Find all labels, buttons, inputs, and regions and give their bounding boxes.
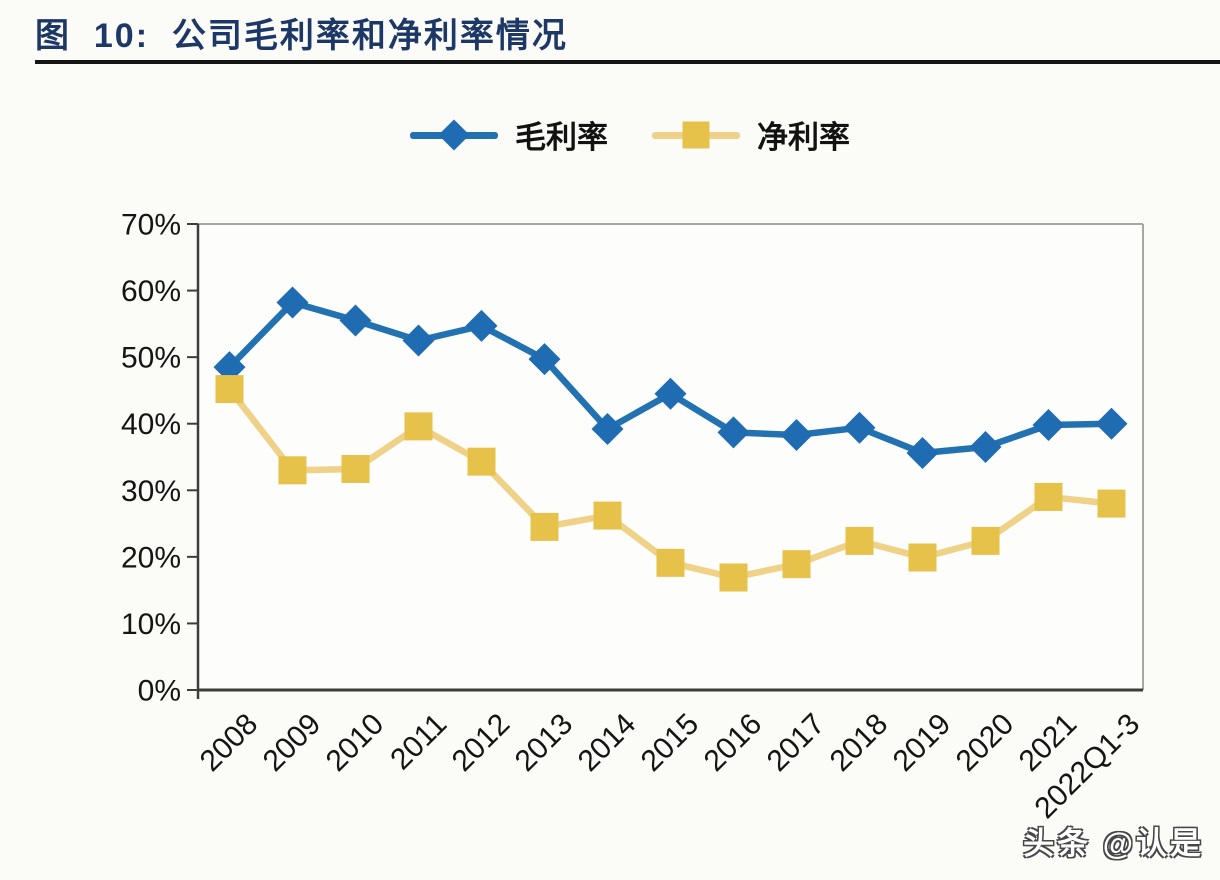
svg-text:2013: 2013 — [509, 707, 580, 778]
svg-text:0%: 0% — [138, 675, 181, 708]
svg-text:2016: 2016 — [698, 707, 769, 778]
legend-label-net-margin: 净利率 — [757, 120, 850, 155]
svg-text:2009: 2009 — [257, 707, 328, 778]
svg-text:60%: 60% — [121, 275, 181, 308]
watermark: 头条 @认是 — [1023, 826, 1204, 861]
svg-text:20%: 20% — [121, 541, 181, 574]
net-margin-line-swatch — [652, 118, 740, 152]
legend-label-gross-margin: 毛利率 — [515, 120, 608, 155]
svg-text:50%: 50% — [121, 342, 181, 375]
figure-title: 图 10: 公司毛利率和净利率情况 — [35, 17, 568, 55]
svg-text:70%: 70% — [121, 209, 181, 242]
title-divider — [35, 60, 1220, 64]
svg-text:40%: 40% — [121, 408, 181, 441]
svg-text:2017: 2017 — [761, 707, 832, 778]
svg-text:2018: 2018 — [824, 707, 895, 778]
svg-text:2020: 2020 — [950, 707, 1021, 778]
chart-legend: 毛利率 净利率 — [0, 112, 1220, 157]
svg-text:30%: 30% — [121, 475, 181, 508]
svg-text:2008: 2008 — [194, 707, 265, 778]
square-marker-icon — [682, 121, 710, 148]
svg-text:2019: 2019 — [887, 707, 958, 778]
svg-text:10%: 10% — [121, 608, 181, 641]
svg-text:2014: 2014 — [572, 707, 643, 778]
gross-margin-line-swatch — [410, 118, 498, 152]
legend-item-net-margin: 净利率 — [652, 112, 850, 157]
svg-text:2010: 2010 — [320, 707, 391, 778]
svg-text:2011: 2011 — [384, 707, 453, 776]
svg-text:2015: 2015 — [635, 707, 706, 778]
svg-text:2012: 2012 — [446, 707, 517, 778]
legend-item-gross-margin: 毛利率 — [410, 112, 608, 157]
